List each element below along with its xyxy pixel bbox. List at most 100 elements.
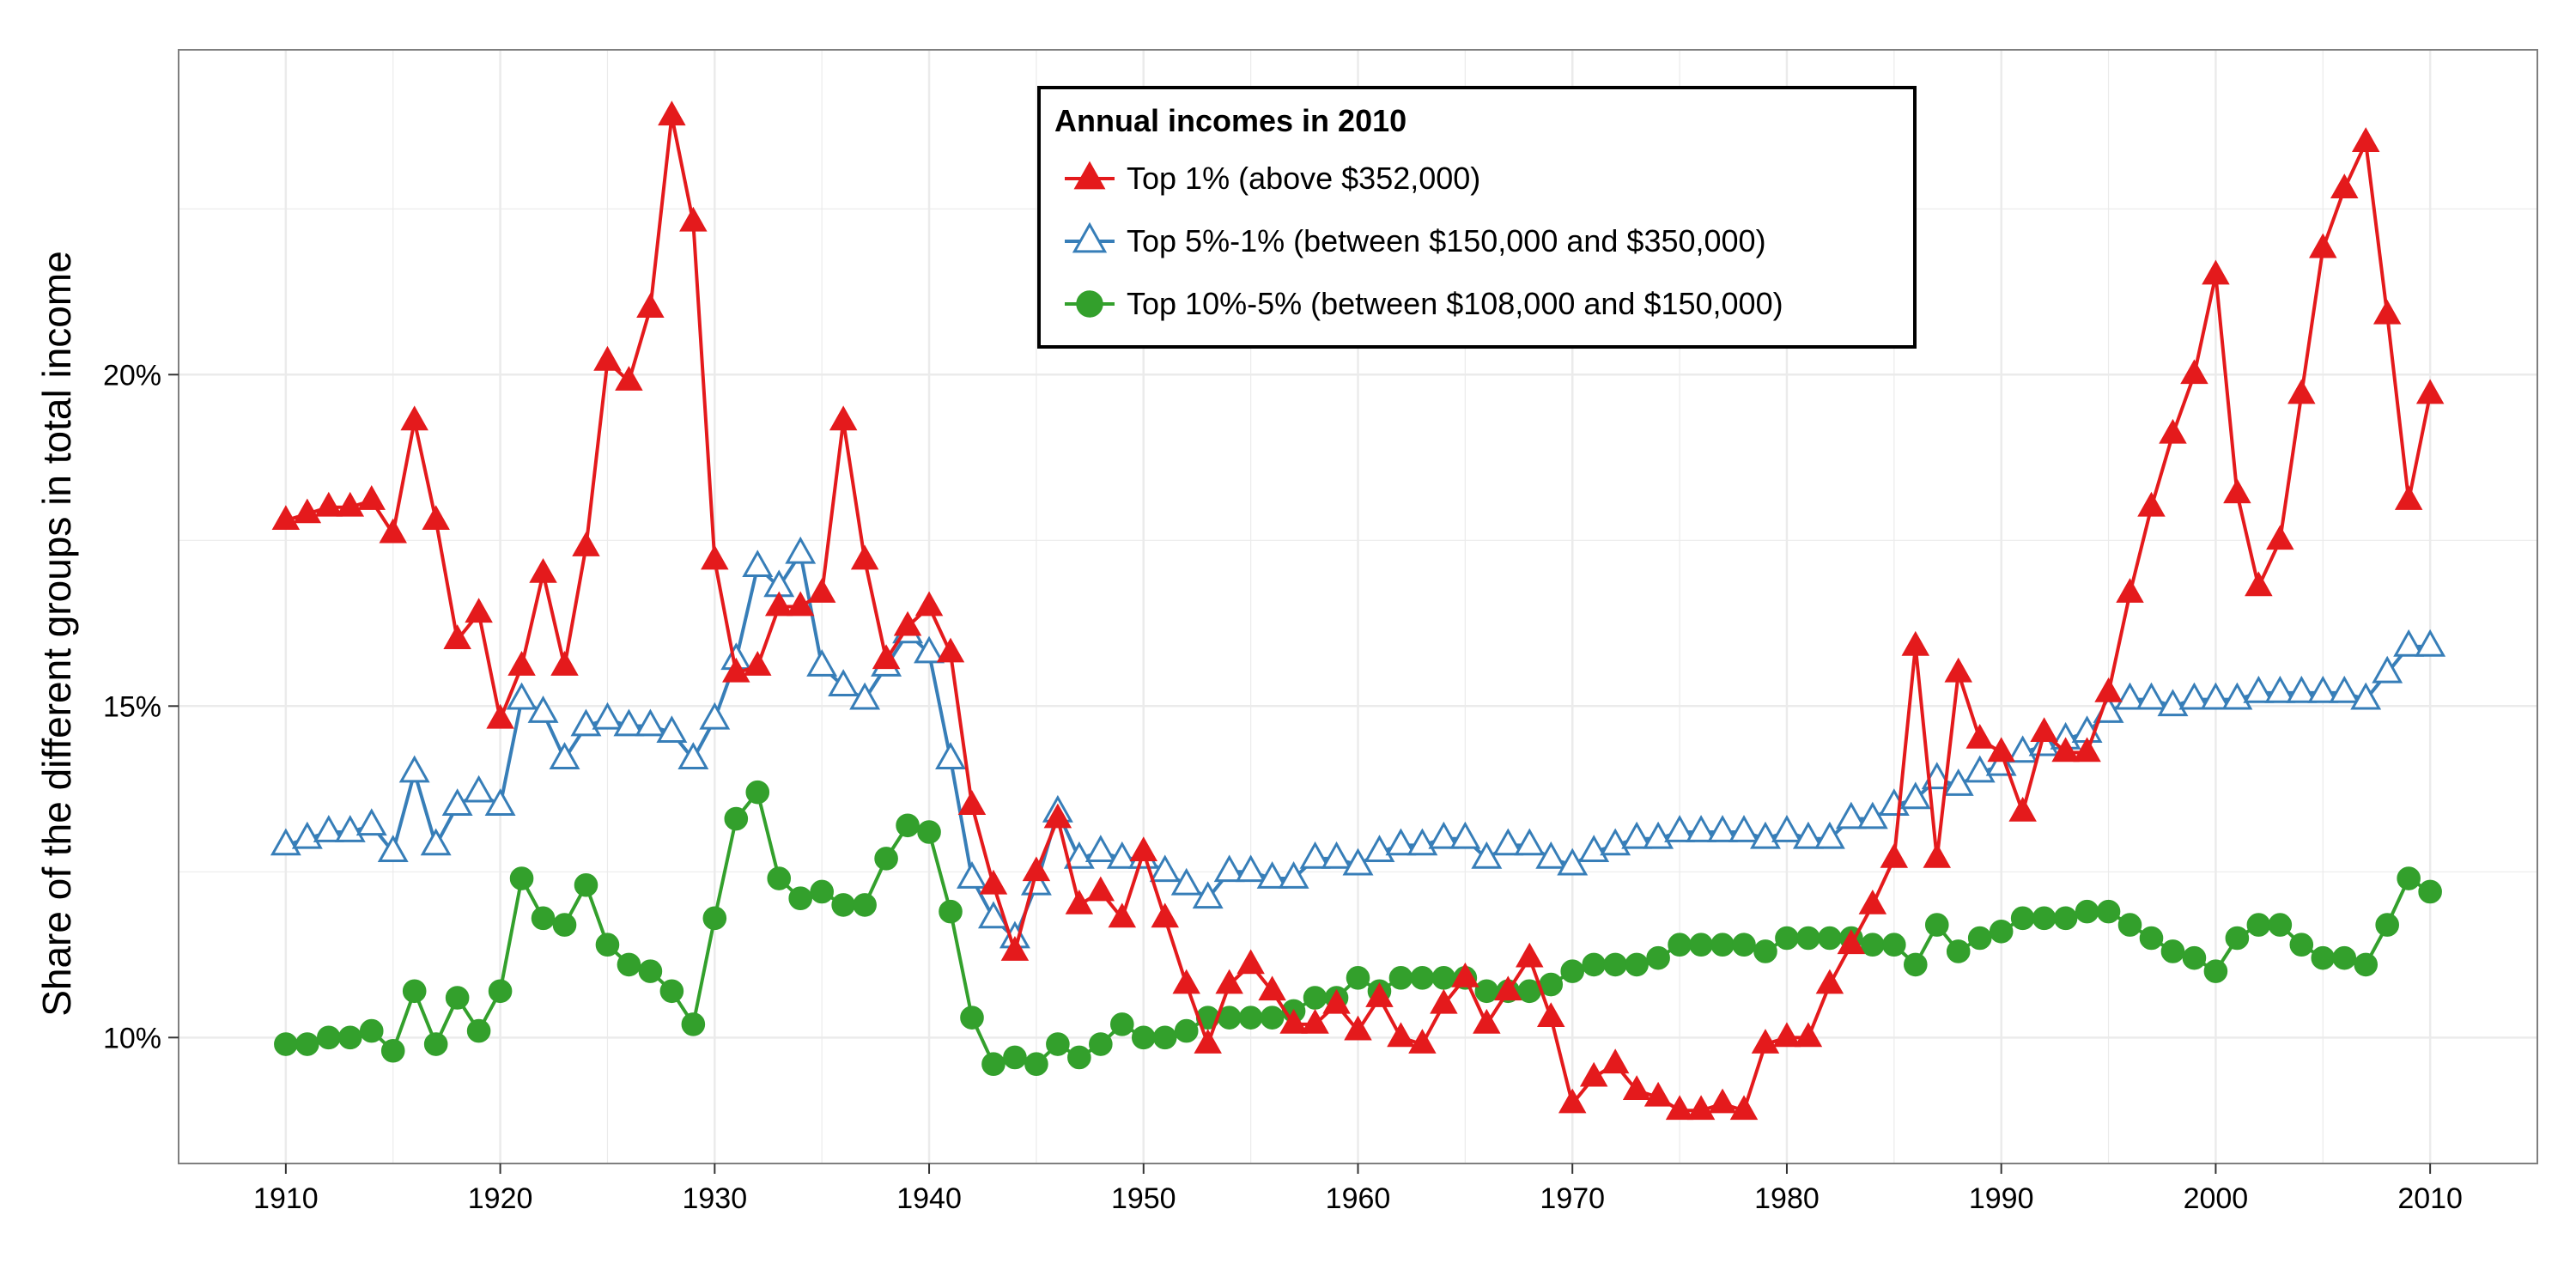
data-point: [613, 708, 645, 737]
data-point: [829, 405, 858, 431]
data-point: [2307, 675, 2339, 703]
x-tick-label: 1980: [1754, 1182, 1820, 1215]
series-layer: [270, 100, 2446, 1121]
data-point: [1299, 841, 1331, 869]
data-point: [957, 790, 987, 815]
data-point: [1686, 815, 1717, 842]
data-point: [2182, 945, 2207, 970]
legend-marker: [1073, 161, 1106, 190]
data-point: [957, 861, 987, 889]
data-point: [2268, 913, 2293, 937]
data-point: [806, 649, 838, 677]
data-point: [807, 578, 836, 603]
data-point: [1303, 986, 1327, 1010]
data-point: [1880, 842, 1909, 868]
data-point: [2418, 879, 2442, 904]
data-point: [1732, 933, 1756, 957]
data-point: [722, 657, 750, 683]
data-point: [313, 815, 344, 842]
data-point: [314, 491, 343, 517]
data-point: [828, 669, 860, 697]
data-point: [355, 808, 387, 836]
data-point: [1516, 942, 1544, 968]
data-point: [2075, 899, 2099, 924]
data-point: [767, 866, 792, 890]
data-point: [1151, 902, 1180, 928]
data-point: [659, 979, 684, 1004]
data-point: [960, 1005, 984, 1030]
data-point: [1621, 821, 1653, 849]
x-tick-label: 1960: [1326, 1182, 1391, 1215]
data-point: [379, 518, 407, 544]
data-point: [1689, 933, 1713, 957]
data-point: [2117, 913, 2142, 937]
data-point: [853, 893, 877, 917]
data-point: [1668, 933, 1692, 957]
data-point: [1238, 1005, 1263, 1030]
data-point: [872, 644, 901, 670]
data-point: [506, 682, 538, 710]
data-point: [2008, 796, 2037, 822]
data-point: [1751, 1029, 1780, 1054]
data-point: [1965, 723, 1994, 749]
data-point: [2350, 682, 2382, 710]
legend-item-1: Top 5%-1% (between $150,000 and $350,000…: [1065, 222, 1766, 258]
data-point: [445, 986, 470, 1010]
data-point: [1601, 1048, 1630, 1074]
data-point: [1431, 966, 1456, 990]
data-point: [488, 979, 513, 1004]
data-point: [701, 544, 729, 570]
data-point: [1814, 821, 1845, 849]
y-axis-label: Share of the different groups in total i…: [34, 251, 79, 1017]
data-point: [874, 847, 898, 871]
data-point: [295, 1032, 319, 1056]
data-point: [831, 893, 855, 917]
data-point: [1084, 835, 1116, 863]
data-point: [1944, 657, 1972, 683]
data-point: [377, 835, 409, 863]
data-point: [1385, 828, 1417, 856]
data-point: [658, 100, 686, 126]
y-tick-label: 10%: [103, 1022, 161, 1054]
data-point: [1796, 926, 1820, 951]
data-point: [1967, 926, 1992, 951]
data-point: [939, 899, 963, 924]
data-point: [1258, 975, 1286, 1001]
data-point: [1861, 933, 1885, 957]
data-point: [1729, 1095, 1759, 1121]
data-point: [935, 742, 966, 769]
data-point: [529, 557, 557, 583]
data-point: [550, 651, 579, 676]
data-point: [1686, 1095, 1716, 1121]
y-tick-label: 20%: [103, 359, 161, 392]
x-tick-label: 1950: [1111, 1182, 1176, 1215]
data-point: [1279, 1008, 1308, 1034]
data-point: [1579, 1061, 1608, 1087]
data-point: [1235, 854, 1267, 883]
data-point: [1174, 1018, 1199, 1043]
data-point: [699, 702, 731, 730]
data-point: [2032, 906, 2057, 931]
legend-title: Annual incomes in 2010: [1054, 103, 1406, 138]
data-point: [702, 906, 727, 931]
data-point: [1065, 889, 1094, 914]
data-point: [1408, 1029, 1437, 1054]
data-point: [745, 780, 770, 805]
data-point: [1213, 854, 1245, 883]
data-point: [293, 498, 322, 524]
data-point: [2332, 945, 2357, 970]
data-point: [2286, 675, 2318, 703]
y-tick-label: 15%: [103, 690, 161, 723]
data-point: [595, 933, 620, 957]
data-point: [2289, 933, 2314, 957]
data-point: [1818, 926, 1842, 951]
data-point: [677, 742, 709, 769]
data-point: [2094, 677, 2123, 702]
data-point: [422, 505, 450, 531]
data-point: [531, 906, 556, 931]
data-point: [2415, 379, 2445, 404]
data-point: [1172, 969, 1200, 994]
data-point: [1451, 962, 1479, 987]
data-point: [1024, 1052, 1048, 1076]
data-point: [2200, 682, 2232, 710]
